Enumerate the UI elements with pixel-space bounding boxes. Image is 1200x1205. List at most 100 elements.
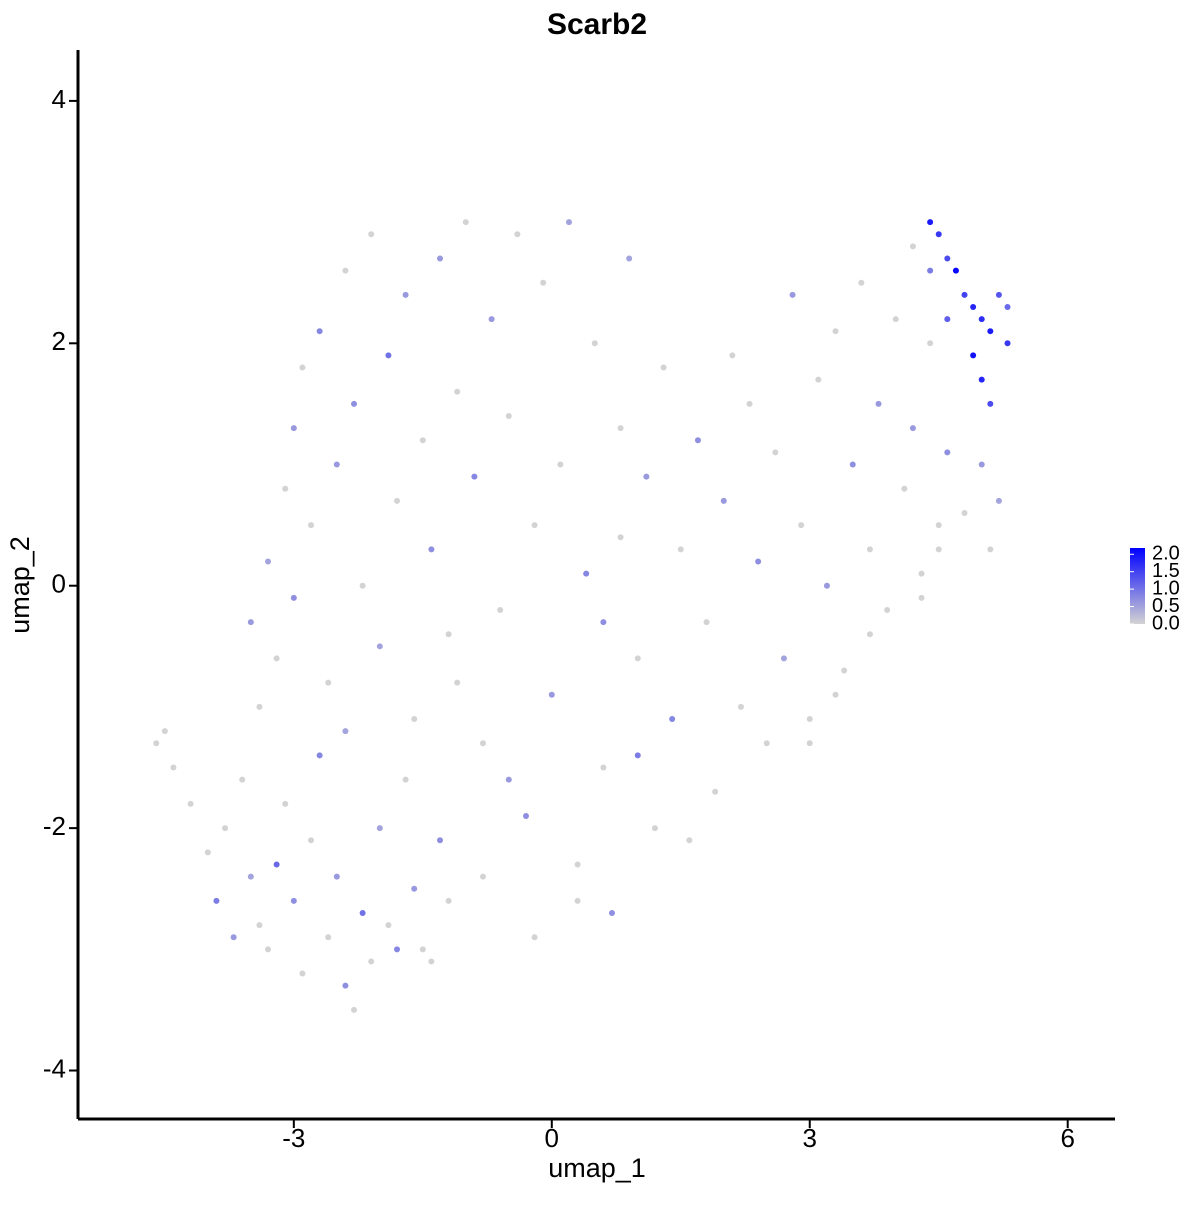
point	[273, 861, 280, 868]
point	[978, 376, 985, 383]
point	[720, 497, 727, 504]
point	[402, 291, 409, 298]
point	[282, 485, 289, 492]
point	[325, 934, 332, 941]
point	[746, 400, 753, 407]
point	[230, 934, 237, 941]
point	[729, 352, 736, 359]
point	[308, 837, 315, 844]
point	[239, 776, 246, 783]
point	[522, 812, 529, 819]
point	[153, 740, 160, 747]
point	[918, 594, 925, 601]
point	[961, 509, 968, 516]
point	[952, 267, 959, 274]
y-tick-label: 2	[52, 326, 66, 356]
point	[600, 619, 607, 626]
point	[987, 546, 994, 553]
point	[170, 764, 177, 771]
point	[970, 303, 977, 310]
point	[394, 497, 401, 504]
point	[660, 364, 667, 371]
point	[918, 570, 925, 577]
point	[316, 328, 323, 335]
point	[677, 546, 684, 553]
point	[256, 922, 263, 929]
point	[540, 279, 547, 286]
point	[565, 219, 572, 226]
point	[376, 825, 383, 832]
point	[333, 461, 340, 468]
x-tick-label: -3	[282, 1123, 305, 1153]
point	[600, 764, 607, 771]
point	[411, 716, 418, 723]
point	[454, 388, 461, 395]
point	[780, 655, 787, 662]
point	[368, 958, 375, 965]
point	[591, 340, 598, 347]
point	[290, 425, 297, 432]
point	[798, 522, 805, 529]
point	[437, 255, 444, 262]
point	[901, 485, 908, 492]
point	[987, 400, 994, 407]
point	[961, 291, 968, 298]
y-tick-label: 0	[52, 569, 66, 599]
point	[626, 255, 633, 262]
point	[316, 752, 323, 759]
point	[1004, 303, 1011, 310]
point	[385, 352, 392, 359]
colorbar	[1130, 548, 1145, 624]
chart-title: Scarb2	[547, 8, 647, 41]
point	[531, 934, 538, 941]
point	[978, 316, 985, 323]
point	[514, 231, 521, 238]
point	[411, 885, 418, 892]
point	[574, 861, 581, 868]
point	[970, 352, 977, 359]
point	[823, 582, 830, 589]
point	[548, 691, 555, 698]
point	[927, 340, 934, 347]
point	[849, 461, 856, 468]
point	[299, 970, 306, 977]
point	[161, 728, 168, 735]
point	[428, 958, 435, 965]
point	[437, 837, 444, 844]
point	[909, 243, 916, 250]
point	[359, 582, 366, 589]
colorbar-tick-label: 0.0	[1152, 612, 1180, 634]
point	[419, 437, 426, 444]
point	[273, 655, 280, 662]
point	[892, 316, 899, 323]
point	[359, 909, 366, 916]
point	[299, 364, 306, 371]
point	[351, 400, 358, 407]
point	[832, 691, 839, 698]
point	[866, 631, 873, 638]
point	[703, 619, 710, 626]
point	[884, 606, 891, 613]
point	[479, 740, 486, 747]
point	[935, 546, 942, 553]
point	[462, 219, 469, 226]
colorbar-tick-label: 1.0	[1152, 577, 1180, 599]
point	[995, 291, 1002, 298]
point	[712, 788, 719, 795]
point	[858, 279, 865, 286]
point	[634, 655, 641, 662]
point	[944, 316, 951, 323]
point	[935, 231, 942, 238]
point	[935, 522, 942, 529]
point	[213, 897, 220, 904]
point	[909, 425, 916, 432]
point	[737, 703, 744, 710]
point	[574, 897, 581, 904]
point	[755, 558, 762, 565]
point	[866, 546, 873, 553]
y-tick-label: 4	[52, 84, 66, 114]
point	[265, 558, 272, 565]
point	[204, 849, 211, 856]
point	[247, 619, 254, 626]
